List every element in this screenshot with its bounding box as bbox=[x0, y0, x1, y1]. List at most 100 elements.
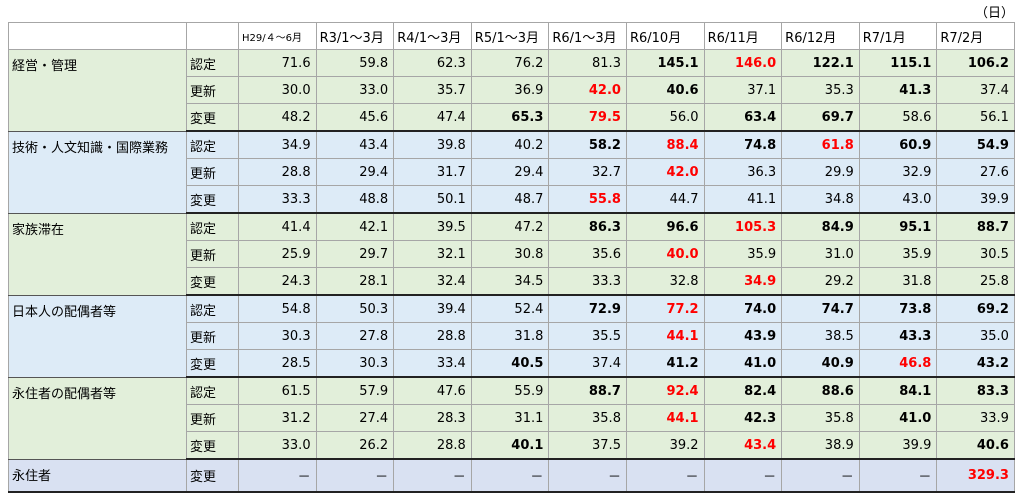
value-cell: 40.6 bbox=[936, 431, 1015, 460]
value-cell: 56.1 bbox=[936, 103, 1015, 132]
application-type-cell: 認定 bbox=[186, 212, 239, 241]
value-cell: 41.1 bbox=[703, 185, 783, 214]
value-cell: 39.2 bbox=[625, 431, 705, 460]
value-cell: 37.5 bbox=[548, 431, 627, 460]
value-cell: 28.5 bbox=[238, 349, 317, 378]
table-row: 更新 28.8 29.4 31.7 29.4 32.7 42.0 36.3 29.9 32.9 27… bbox=[9, 158, 1015, 186]
value-cell: 71.6 bbox=[238, 49, 317, 77]
table-row: 更新 31.2 27.4 28.3 31.1 35.8 44.1 42.3 35.8 41.0 33… bbox=[9, 404, 1015, 432]
value-cell: 33.0 bbox=[238, 431, 317, 460]
value-cell: 25.9 bbox=[238, 240, 317, 268]
value-cell: 57.9 bbox=[315, 376, 395, 405]
table-row: 変更 48.2 45.6 47.4 65.3 79.5 56.0 63.4 69.7 58.6 56… bbox=[9, 103, 1015, 132]
table-row: 技術・人文知識・国際業務 認定 34.9 43.4 39.8 40.2 58.2 88.4 74… bbox=[8, 130, 1015, 214]
value-cell: 41.0 bbox=[703, 349, 783, 378]
value-cell: 25.8 bbox=[936, 267, 1015, 296]
value-cell: 31.0 bbox=[781, 240, 860, 268]
value-cell: 36.9 bbox=[470, 76, 550, 104]
column-header: R6/11月 bbox=[703, 22, 783, 50]
value-cell: 41.4 bbox=[238, 212, 317, 241]
value-cell: 26.2 bbox=[315, 431, 395, 460]
table-row: 家族滞在 認定 41.4 42.1 39.5 47.2 86.3 96.6 105.3 84.9 9… bbox=[8, 212, 1015, 296]
value-cell: 32.1 bbox=[393, 240, 472, 268]
value-cell: 63.4 bbox=[703, 103, 783, 132]
application-type-cell: 認定 bbox=[186, 130, 239, 159]
value-cell: 33.0 bbox=[315, 76, 395, 104]
value-cell: 31.8 bbox=[858, 267, 938, 296]
value-cell: 47.2 bbox=[470, 212, 550, 241]
value-cell: 24.3 bbox=[238, 267, 317, 296]
value-cell: 44.1 bbox=[625, 322, 705, 350]
value-cell: 28.3 bbox=[393, 404, 472, 432]
value-cell: 122.1 bbox=[781, 49, 860, 77]
value-cell: 40.5 bbox=[470, 349, 550, 378]
table-row: 変更 33.3 48.8 50.1 48.7 55.8 44.7 41.1 34.8 43.0 39… bbox=[9, 185, 1015, 214]
value-cell: 34.9 bbox=[238, 130, 317, 159]
value-cell: 39.8 bbox=[393, 130, 472, 159]
value-cell: 40.0 bbox=[625, 240, 705, 268]
value-cell: 31.1 bbox=[470, 404, 550, 432]
value-cell: － bbox=[238, 458, 317, 493]
value-cell: 34.5 bbox=[470, 267, 550, 296]
value-cell: 47.4 bbox=[393, 103, 472, 132]
value-cell: 106.2 bbox=[936, 49, 1015, 77]
value-cell: 29.4 bbox=[315, 158, 395, 186]
column-header: R6/1～3月 bbox=[548, 22, 627, 50]
value-cell: 82.4 bbox=[703, 376, 783, 405]
value-cell: 28.1 bbox=[315, 267, 395, 296]
category-cell: 経営・管理 bbox=[8, 49, 187, 132]
value-cell: 39.9 bbox=[936, 185, 1015, 214]
value-cell: 28.8 bbox=[238, 158, 317, 186]
value-cell: 42.0 bbox=[625, 158, 705, 186]
value-cell: 146.0 bbox=[703, 49, 783, 77]
value-cell: 43.3 bbox=[858, 322, 938, 350]
value-cell: 84.1 bbox=[858, 376, 938, 405]
value-cell: 33.3 bbox=[238, 185, 317, 214]
value-cell: 74.7 bbox=[781, 294, 860, 323]
value-cell: 88.6 bbox=[781, 376, 860, 405]
value-cell: 69.7 bbox=[781, 103, 860, 132]
column-header bbox=[186, 22, 239, 50]
value-cell: 33.3 bbox=[548, 267, 627, 296]
value-cell: 74.8 bbox=[703, 130, 783, 159]
value-cell: 44.1 bbox=[625, 404, 705, 432]
value-cell: 79.5 bbox=[548, 103, 627, 132]
value-cell: 105.3 bbox=[703, 212, 783, 241]
column-header: R7/2月 bbox=[936, 22, 1015, 50]
value-cell: － bbox=[548, 458, 627, 493]
value-cell: 43.4 bbox=[315, 130, 395, 159]
value-cell: 81.3 bbox=[548, 49, 627, 77]
value-cell: － bbox=[858, 458, 938, 493]
value-cell: 32.4 bbox=[393, 267, 472, 296]
value-cell: 86.3 bbox=[548, 212, 627, 241]
table-row: 更新 30.3 27.8 28.8 31.8 35.5 44.1 43.9 38.5 43.3 35… bbox=[9, 322, 1015, 350]
value-cell: 88.7 bbox=[548, 376, 627, 405]
value-cell: － bbox=[315, 458, 395, 493]
value-cell: 73.8 bbox=[858, 294, 938, 323]
header-row: H29/４～6月 R3/1～3月 R4/1～3月 R5/1～3月 R6/1～3月 R6/1… bbox=[8, 22, 1015, 50]
value-cell: 83.3 bbox=[936, 376, 1015, 405]
table-row: 変更 33.0 26.2 28.8 40.1 37.5 39.2 43.4 38.9 39.9 40… bbox=[9, 431, 1015, 460]
value-cell: 48.8 bbox=[315, 185, 395, 214]
column-header bbox=[8, 22, 187, 50]
value-cell: 58.2 bbox=[548, 130, 627, 159]
application-type-cell: 更新 bbox=[186, 322, 239, 350]
value-cell: 39.9 bbox=[858, 431, 938, 460]
application-type-cell: 更新 bbox=[186, 76, 239, 104]
value-cell: 32.9 bbox=[858, 158, 938, 186]
value-cell: 65.3 bbox=[470, 103, 550, 132]
value-cell: 145.1 bbox=[625, 49, 705, 77]
value-cell: 95.1 bbox=[858, 212, 938, 241]
application-type-cell: 認定 bbox=[186, 376, 239, 405]
value-cell: － bbox=[393, 458, 472, 493]
column-header: R3/1～3月 bbox=[315, 22, 395, 50]
value-cell: 28.8 bbox=[393, 431, 472, 460]
category-cell: 家族滞在 bbox=[8, 212, 187, 296]
value-cell: 34.8 bbox=[781, 185, 860, 214]
processing-days-table: H29/４～6月 R3/1～3月 R4/1～3月 R5/1～3月 R6/1～3月 R6/1… bbox=[8, 22, 1015, 493]
column-header: R5/1～3月 bbox=[470, 22, 550, 50]
column-header: H29/４～6月 bbox=[238, 22, 317, 50]
value-cell: 42.0 bbox=[548, 76, 627, 104]
value-cell: 43.4 bbox=[703, 431, 783, 460]
value-cell: 43.2 bbox=[936, 349, 1015, 378]
